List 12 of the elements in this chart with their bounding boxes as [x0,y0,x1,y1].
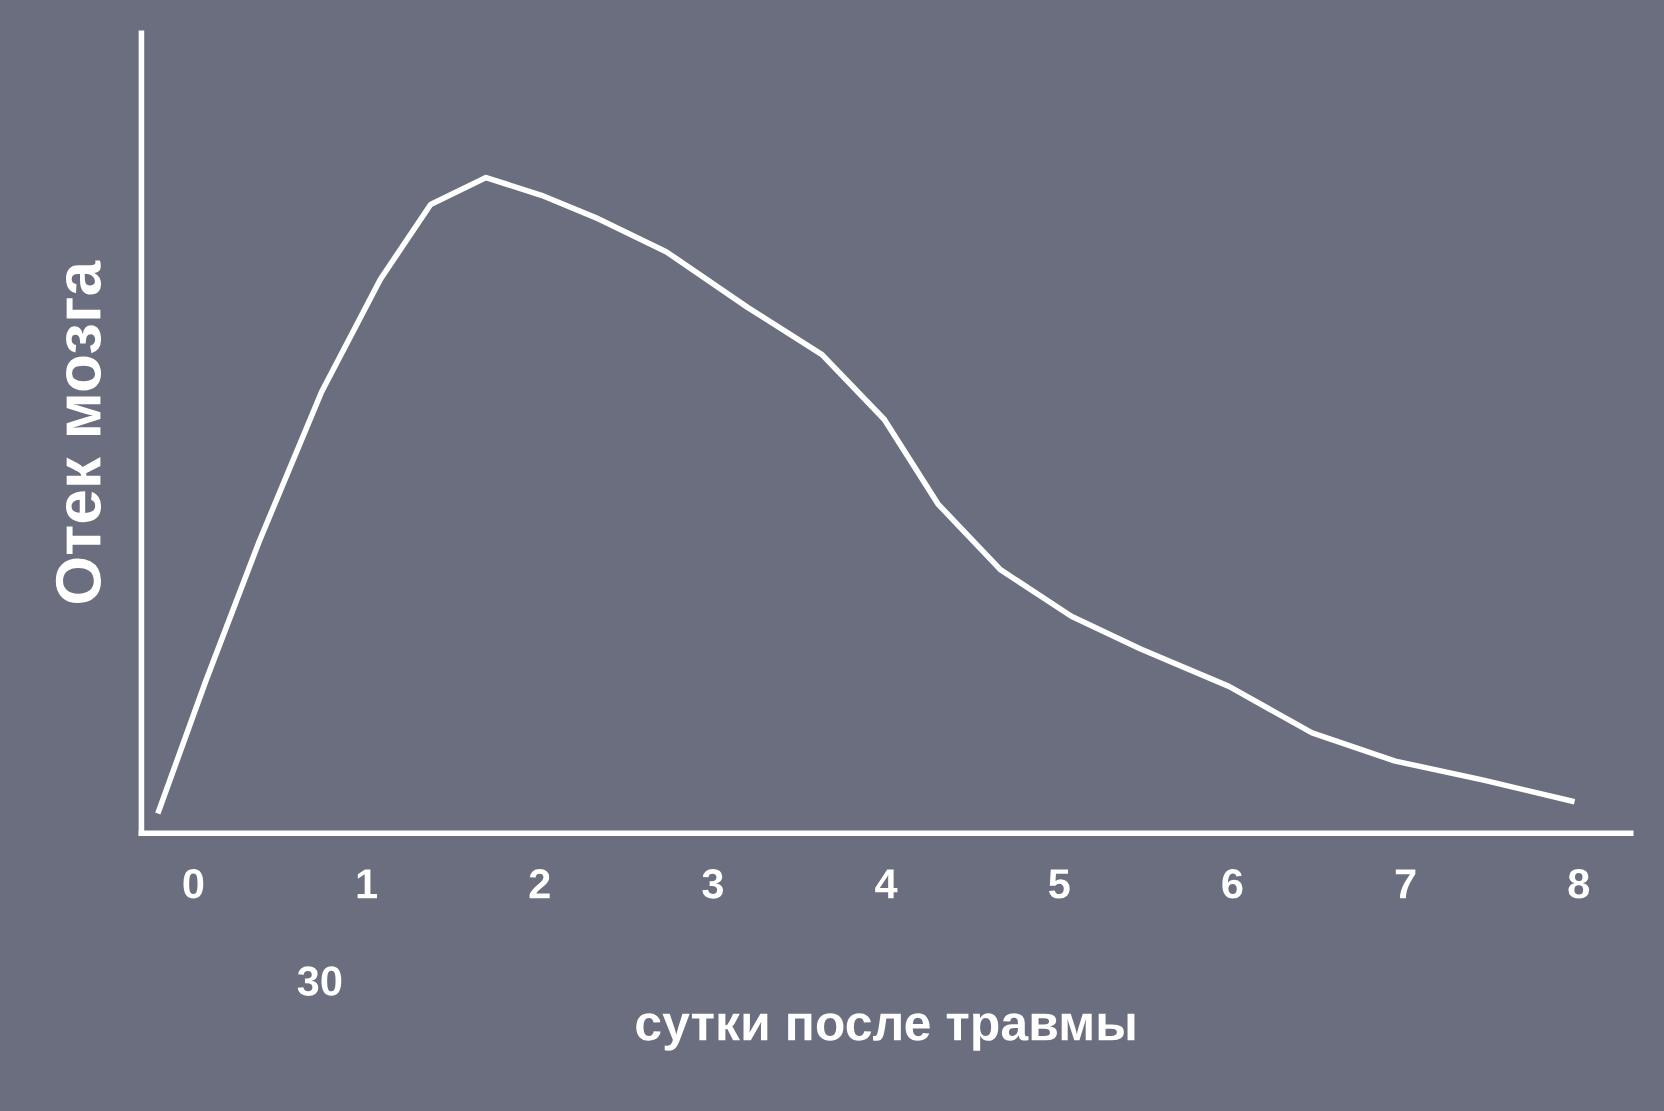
x-tick-label: 4 [875,869,898,899]
x-tick-label: 6 [1222,869,1243,899]
x-tick-label: 5 [1048,869,1070,899]
y-axis-title: Отек мозга [55,260,102,603]
x-tick-label: 7 [1395,869,1416,899]
x-tick-label: 0 [183,869,204,899]
x-tick-label: 2 [529,869,550,899]
x-axis-title: сутки после травмы [636,1013,1135,1051]
text: 30 [297,966,342,996]
x-tick-label: 8 [1568,869,1590,899]
x-tick-label: 1 [357,869,377,899]
x-tick-label: 3 [702,869,723,899]
